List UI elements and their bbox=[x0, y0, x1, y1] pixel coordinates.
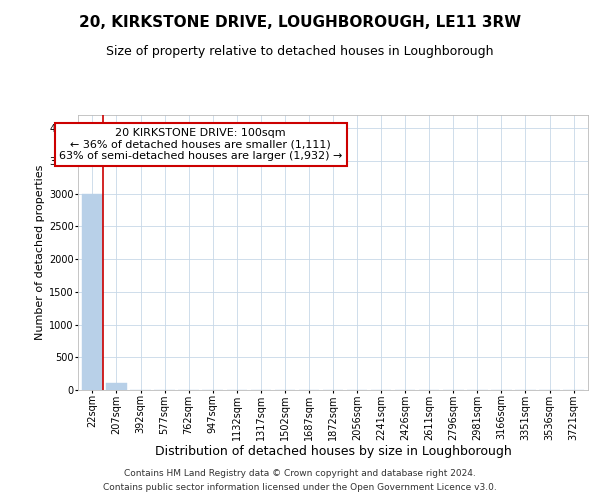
Y-axis label: Number of detached properties: Number of detached properties bbox=[35, 165, 45, 340]
Bar bbox=[82, 194, 103, 390]
Text: 20, KIRKSTONE DRIVE, LOUGHBOROUGH, LE11 3RW: 20, KIRKSTONE DRIVE, LOUGHBOROUGH, LE11 … bbox=[79, 15, 521, 30]
Text: Contains HM Land Registry data © Crown copyright and database right 2024.: Contains HM Land Registry data © Crown c… bbox=[124, 468, 476, 477]
Text: Contains public sector information licensed under the Open Government Licence v3: Contains public sector information licen… bbox=[103, 484, 497, 492]
Text: Size of property relative to detached houses in Loughborough: Size of property relative to detached ho… bbox=[106, 45, 494, 58]
Bar bbox=[106, 383, 127, 390]
X-axis label: Distribution of detached houses by size in Loughborough: Distribution of detached houses by size … bbox=[155, 445, 511, 458]
Text: 20 KIRKSTONE DRIVE: 100sqm
← 36% of detached houses are smaller (1,111)
63% of s: 20 KIRKSTONE DRIVE: 100sqm ← 36% of deta… bbox=[59, 128, 343, 161]
